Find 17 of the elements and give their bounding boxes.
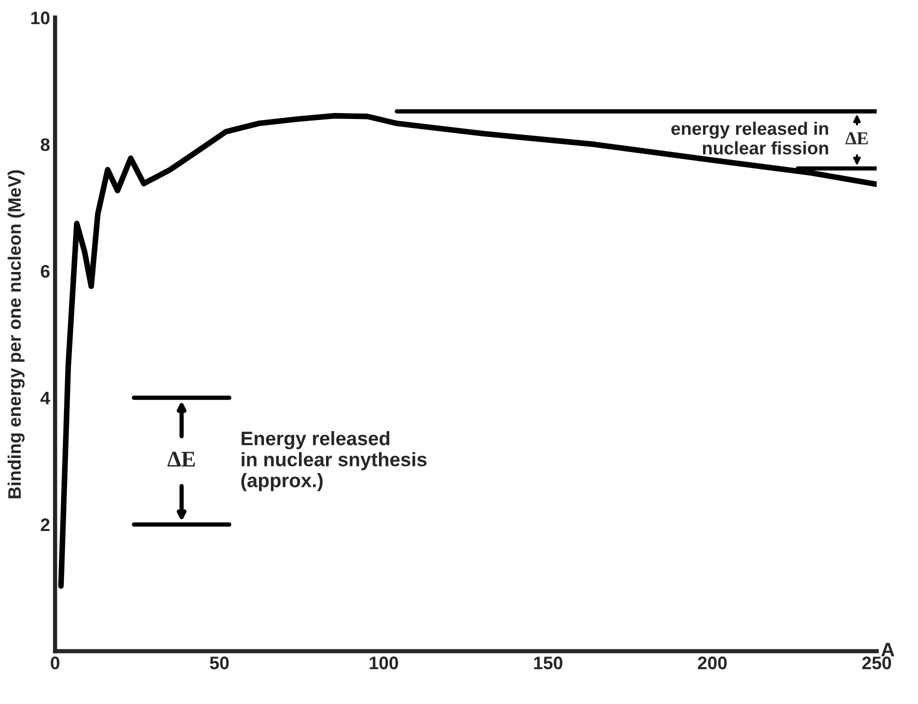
x-tick-label: 0 xyxy=(50,656,60,670)
y-tick-label: 6 xyxy=(40,264,50,278)
x-tick-label: 200 xyxy=(698,656,727,670)
x-tick-label: 250 xyxy=(862,656,892,670)
y-axis-title: Binding energy per one nucleon (MeV) xyxy=(8,170,25,498)
y-tick-label: 4 xyxy=(40,392,50,404)
x-tick-label: 100 xyxy=(370,656,398,670)
annotation: ΔE xyxy=(168,452,195,466)
x-axis-title: A xyxy=(881,642,894,656)
y-tick-label: 2 xyxy=(40,518,50,532)
x-tick-label: 50 xyxy=(210,656,229,670)
annotation: energy released in nuclear fission xyxy=(671,122,828,154)
y-tick-label: 10 xyxy=(31,12,50,24)
y-tick-label: 8 xyxy=(40,138,50,152)
annotation: ΔE xyxy=(846,132,868,144)
annotation: Energy released in nuclear snythesis (approx.) xyxy=(241,431,427,492)
x-tick-label: 150 xyxy=(534,656,562,670)
